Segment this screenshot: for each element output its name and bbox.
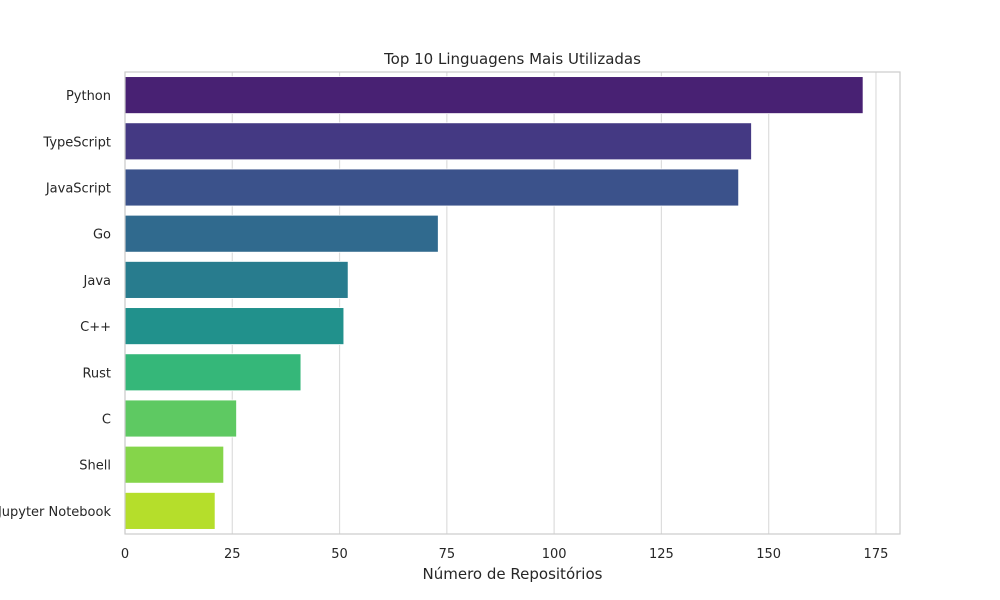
x-tick-label: 125 — [649, 547, 674, 562]
category-labels: Python TypeScript JavaScript Go Java C++ Rust C… — [0, 89, 111, 520]
bar-javascript — [124, 168, 740, 207]
bar-shell — [124, 445, 225, 484]
x-tick-label: 0 — [121, 547, 129, 562]
category-label: C — [102, 413, 111, 428]
x-axis-label: Número de Repositórios — [422, 565, 603, 583]
chart-title: Top 10 Linguagens Mais Utilizadas — [384, 50, 641, 68]
x-tick-label: 175 — [864, 547, 889, 562]
category-label: Go — [93, 228, 111, 243]
bar-c — [124, 399, 237, 438]
bar-go — [124, 214, 439, 253]
x-tick-label: 50 — [331, 547, 348, 562]
category-label: Python — [66, 89, 111, 104]
bar-jupyter-notebook — [124, 492, 216, 530]
x-tick-label: 150 — [756, 547, 781, 562]
bars — [124, 76, 864, 530]
category-label: Shell — [79, 459, 111, 474]
category-label: Java — [83, 274, 111, 289]
x-tick-label: 75 — [439, 547, 456, 562]
category-label: C++ — [80, 320, 111, 335]
bar-java — [124, 261, 349, 299]
bar-rust — [124, 353, 302, 392]
x-tick-label: 100 — [542, 547, 567, 562]
x-tick-label: 25 — [224, 547, 241, 562]
category-label: Rust — [82, 366, 111, 381]
bar-typescript — [124, 122, 752, 161]
category-label: Jupyter Notebook — [0, 505, 111, 520]
x-tick-labels: 0 25 50 75 100 125 150 175 — [121, 547, 889, 562]
plot-frame — [124, 71, 901, 535]
category-label: JavaScript — [45, 182, 111, 197]
bar-python — [124, 76, 864, 114]
bar-c- — [124, 307, 345, 345]
category-label: TypeScript — [42, 135, 111, 150]
